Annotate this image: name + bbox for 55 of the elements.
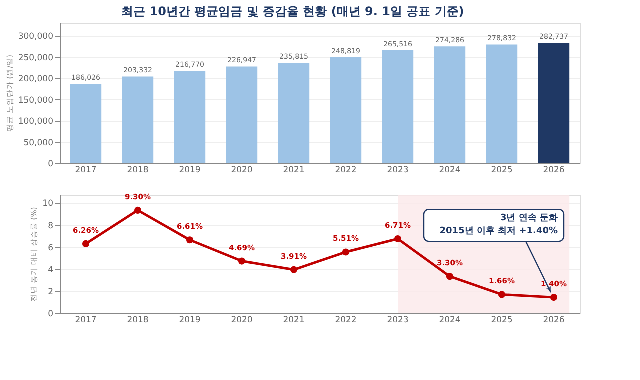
y-tick-label: 10 xyxy=(42,199,54,210)
chart-title: 최근 10년간 평균임금 및 증감율 현황 (매년 9. 1일 공표 기준) xyxy=(122,4,464,18)
y-tick-label: 50,000 xyxy=(24,138,54,148)
y-tick-label: 150,000 xyxy=(18,96,54,106)
point xyxy=(498,291,506,298)
x-tick-label: 2020 xyxy=(231,316,253,326)
x-tick-label: 2026 xyxy=(543,316,565,326)
bar xyxy=(434,46,466,163)
x-tick-label: 2017 xyxy=(75,316,97,326)
x-tick-label: 2019 xyxy=(179,316,201,326)
y-tick-label: 100,000 xyxy=(18,117,54,128)
point xyxy=(446,273,454,280)
point xyxy=(290,266,298,274)
x-tick-label: 2017 xyxy=(75,166,97,176)
y-tick-label: 250,000 xyxy=(18,53,54,64)
y-tick-label: 0 xyxy=(48,160,54,170)
point xyxy=(238,258,246,265)
bar xyxy=(538,43,570,163)
y-tick-label: 6 xyxy=(48,243,54,254)
point xyxy=(134,206,142,214)
y-tick-label: 4 xyxy=(48,265,54,276)
point xyxy=(342,248,350,256)
x-tick-label: 2023 xyxy=(387,316,409,326)
bar xyxy=(122,76,154,163)
point xyxy=(82,240,90,248)
annotation: 3년 연속 둔화 2015년 이후 최저 +1.40% xyxy=(440,214,558,237)
x-tick-label: 2025 xyxy=(491,166,513,176)
x-tick-label: 2022 xyxy=(335,316,357,326)
x-tick-label: 2024 xyxy=(439,166,461,176)
x-tick-label: 2025 xyxy=(491,316,513,326)
x-tick-label: 2021 xyxy=(283,316,305,326)
bar xyxy=(174,71,206,163)
bar xyxy=(382,50,414,163)
x-tick-label: 2024 xyxy=(439,316,461,326)
point xyxy=(394,235,402,243)
x-tick-label: 2019 xyxy=(179,166,201,176)
y-tick-label: 200,000 xyxy=(18,74,54,85)
point xyxy=(186,236,194,244)
y-tick-label: 8 xyxy=(48,221,54,232)
bar xyxy=(278,62,310,163)
x-tick-label: 2026 xyxy=(543,166,565,176)
bar xyxy=(70,84,102,163)
y-tick-label: 300,000 xyxy=(18,32,54,42)
bar xyxy=(226,66,258,163)
x-tick-label: 2022 xyxy=(335,166,357,176)
x-tick-label: 2020 xyxy=(231,166,253,176)
x-tick-label: 2021 xyxy=(283,166,305,176)
bar xyxy=(486,44,518,163)
x-tick-label: 2018 xyxy=(127,316,149,326)
y-tick-label: 0 xyxy=(48,310,54,320)
x-tick-label: 2023 xyxy=(387,166,409,176)
x-tick-label: 2018 xyxy=(127,166,149,176)
bar xyxy=(330,57,362,163)
y-tick-label: 2 xyxy=(48,287,54,298)
point xyxy=(550,294,558,302)
